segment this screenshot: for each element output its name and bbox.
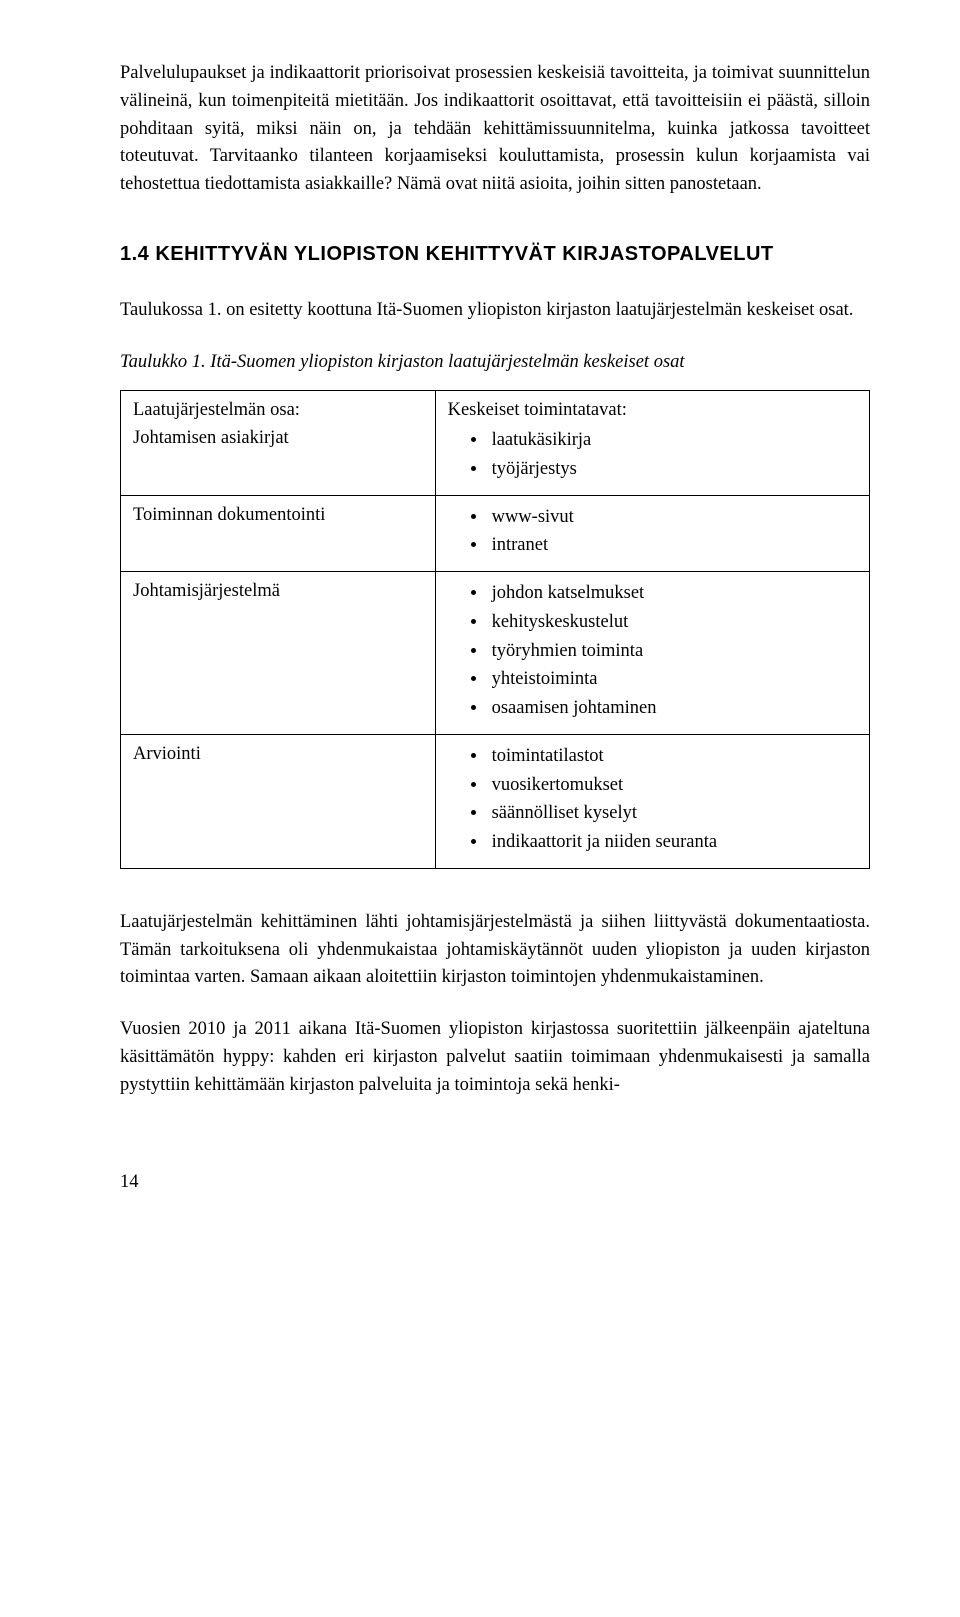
table-cell-left: Laatujärjestelmän osa:Johtamisen asiakir… [121,391,436,495]
table-list-item: toimintatilastot [488,743,859,771]
table-cell-right: www-sivutintranet [435,495,869,572]
table-list-item: kehityskeskustelut [488,609,859,637]
table-row-label: Arviointi [121,734,436,868]
table-list-item: vuosikertomukset [488,772,859,800]
table-cell-right: toimintatilastotvuosikertomuksetsäännöll… [435,734,869,868]
table-list-item: indikaattorit ja niiden seuranta [488,829,859,857]
table-cell-right: johdon katselmuksetkehityskeskusteluttyö… [435,572,869,735]
table-list-item: intranet [488,532,859,560]
table-list-item: johdon katselmukset [488,580,859,608]
section-heading: 1.4 KEHITTYVÄN YLIOPISTON KEHITTYVÄT KIR… [120,239,870,269]
page-number: 14 [120,1169,870,1197]
quality-system-table: Laatujärjestelmän osa:Johtamisen asiakir… [120,390,870,869]
table-header-left: Laatujärjestelmän osa: [133,397,425,425]
table-list-item: säännölliset kyselyt [488,800,859,828]
paragraph-intro: Palvelulupaukset ja indikaattorit priori… [120,60,870,199]
table-list-item: työryhmien toiminta [488,638,859,666]
table-row-label: Johtamisen asiakirjat [133,425,425,453]
table-list-item: työjärjestys [488,456,859,484]
table-cell-right: Keskeiset toimintatavat:laatukäsikirjaty… [435,391,869,495]
paragraph-after-table-1: Laatujärjestelmän kehittäminen lähti joh… [120,909,870,992]
paragraph-after-table-2: Vuosien 2010 ja 2011 aikana Itä-Suomen y… [120,1016,870,1099]
table-list-item: osaamisen johtaminen [488,695,859,723]
paragraph-table-intro: Taulukossa 1. on esitetty koottuna Itä-S… [120,297,870,325]
table-list-item: laatukäsikirja [488,427,859,455]
table-header-right: Keskeiset toimintatavat: [448,397,859,425]
table-list-item: yhteistoiminta [488,666,859,694]
table-caption: Taulukko 1. Itä-Suomen yliopiston kirjas… [120,349,870,377]
table-list-item: www-sivut [488,504,859,532]
table-row-label: Johtamisjärjestelmä [121,572,436,735]
table-row-label: Toiminnan dokumentointi [121,495,436,572]
